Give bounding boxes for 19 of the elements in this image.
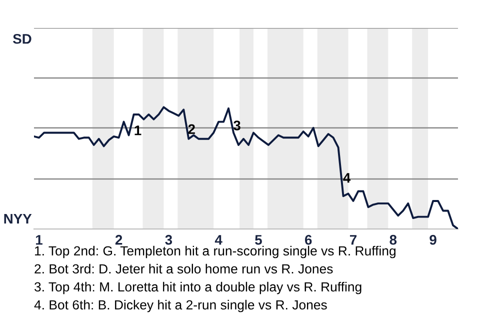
annotation: 4: [343, 173, 351, 183]
text: NYY: [4, 214, 32, 224]
x-tick-label: 3: [165, 234, 172, 245]
x-tick-label: 9: [430, 234, 436, 245]
x-tick-label: 4: [214, 235, 222, 245]
x-tick-label: 8: [390, 234, 397, 245]
annotation: 2: [188, 124, 195, 134]
x-tick-label: 6: [305, 234, 312, 245]
annotation: 1: [134, 126, 142, 136]
text: 1. Top 2nd: G. Templeton hit a run-scoring single vs R. Ruffing: [35, 246, 396, 258]
text: 2. Bot 3rd: D. Jeter hit a solo home run vs R. Jones: [34, 264, 333, 274]
annotation: 3: [233, 120, 240, 130]
x-tick-label: 2: [115, 234, 122, 245]
text: SD: [12, 34, 32, 44]
text: 3. Top 4th: M. Loretta hit into a double play vs R. Ruffing: [34, 282, 362, 294]
text: 4. Bot 6th: B. Dickey hit a 2-run single vs R. Jones: [34, 300, 327, 312]
x-tick-label: 1: [36, 235, 42, 245]
x-tick-label: 5: [255, 235, 262, 245]
x-tick-label: 7: [350, 235, 356, 245]
